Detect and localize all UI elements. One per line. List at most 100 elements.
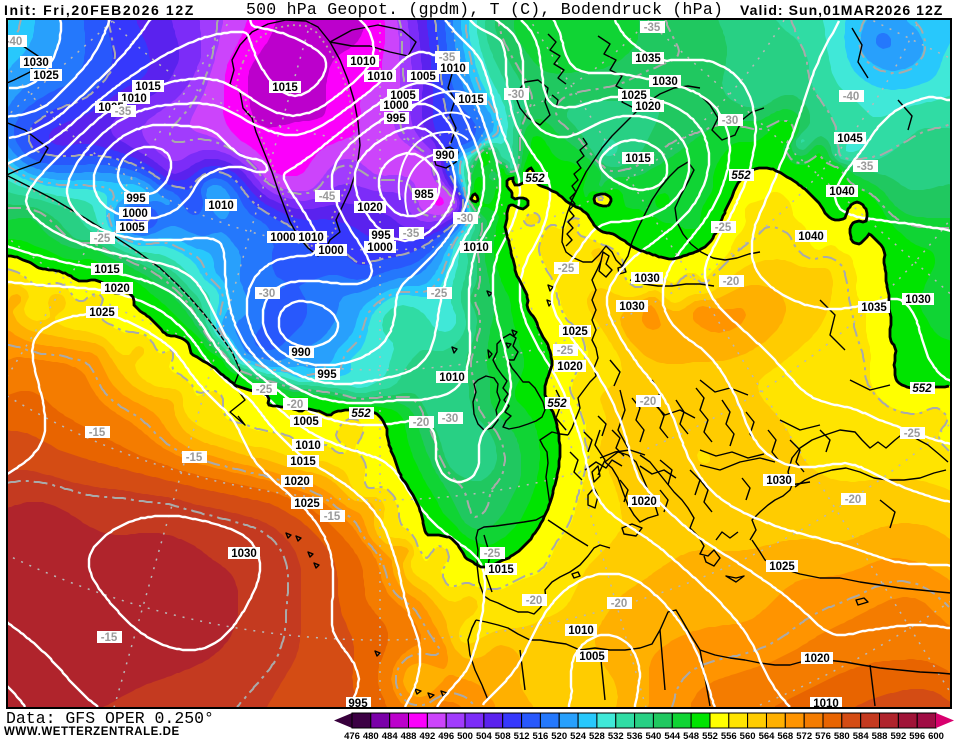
svg-text:-30: -30 (457, 213, 474, 225)
svg-text:-30: -30 (508, 89, 525, 101)
svg-text:1015: 1015 (625, 153, 651, 165)
svg-text:1030: 1030 (905, 294, 931, 306)
svg-text:-20: -20 (723, 276, 740, 288)
svg-text:1025: 1025 (294, 498, 320, 510)
svg-text:1035: 1035 (635, 53, 661, 65)
svg-text:-40: -40 (6, 36, 23, 48)
svg-text:985: 985 (414, 189, 434, 201)
svg-text:-15: -15 (186, 452, 203, 464)
svg-text:504: 504 (476, 731, 493, 741)
svg-text:995: 995 (348, 698, 368, 710)
svg-text:552: 552 (525, 173, 545, 185)
svg-text:-35: -35 (403, 228, 420, 240)
svg-text:995: 995 (126, 193, 146, 205)
svg-text:1005: 1005 (293, 416, 319, 428)
svg-text:516: 516 (532, 731, 548, 741)
svg-text:1010: 1010 (121, 93, 147, 105)
svg-text:1010: 1010 (813, 698, 839, 710)
svg-text:572: 572 (796, 731, 812, 741)
svg-text:-25: -25 (904, 428, 921, 440)
svg-text:520: 520 (551, 731, 567, 741)
svg-text:-15: -15 (101, 632, 118, 644)
svg-text:-25: -25 (431, 288, 448, 300)
svg-text:-30: -30 (442, 413, 459, 425)
svg-text:-25: -25 (715, 222, 732, 234)
svg-text:-20: -20 (640, 396, 657, 408)
svg-text:564: 564 (759, 731, 776, 741)
svg-text:1025: 1025 (562, 326, 588, 338)
svg-text:1000: 1000 (383, 100, 409, 112)
svg-text:-20: -20 (413, 417, 430, 429)
svg-text:1020: 1020 (104, 283, 130, 295)
svg-text:1010: 1010 (463, 242, 489, 254)
svg-text:552: 552 (731, 170, 751, 182)
svg-text:600: 600 (928, 731, 944, 741)
svg-text:1025: 1025 (89, 307, 115, 319)
svg-text:995: 995 (317, 369, 337, 381)
svg-text:1020: 1020 (804, 653, 830, 665)
svg-text:-35: -35 (644, 22, 661, 34)
svg-text:1025: 1025 (621, 90, 647, 102)
svg-text:-15: -15 (324, 511, 341, 523)
svg-text:1010: 1010 (208, 200, 234, 212)
svg-text:1015: 1015 (94, 264, 120, 276)
svg-text:1005: 1005 (119, 222, 145, 234)
svg-text:524: 524 (570, 731, 587, 741)
svg-text:-25: -25 (484, 548, 501, 560)
svg-text:500: 500 (457, 731, 473, 741)
svg-text:536: 536 (627, 731, 643, 741)
svg-text:1020: 1020 (357, 202, 383, 214)
svg-text:-25: -25 (558, 263, 575, 275)
svg-text:1005: 1005 (410, 71, 436, 83)
svg-text:1010: 1010 (439, 372, 465, 384)
svg-text:-45: -45 (319, 191, 336, 203)
svg-text:556: 556 (721, 731, 737, 741)
svg-text:476: 476 (344, 731, 360, 741)
svg-text:484: 484 (382, 731, 399, 741)
svg-text:528: 528 (589, 731, 605, 741)
svg-text:596: 596 (909, 731, 925, 741)
svg-text:1010: 1010 (440, 63, 466, 75)
svg-text:1015: 1015 (488, 564, 514, 576)
svg-text:1030: 1030 (652, 76, 678, 88)
svg-text:-25: -25 (256, 384, 273, 396)
svg-text:1020: 1020 (631, 496, 657, 508)
svg-text:1000: 1000 (122, 208, 148, 220)
svg-text:1010: 1010 (295, 440, 321, 452)
svg-text:580: 580 (834, 731, 850, 741)
svg-text:-20: -20 (845, 494, 862, 506)
svg-text:-15: -15 (89, 427, 106, 439)
svg-text:552: 552 (912, 383, 932, 395)
svg-text:1000: 1000 (270, 232, 296, 244)
svg-text:1020: 1020 (635, 101, 661, 113)
svg-text:508: 508 (495, 731, 511, 741)
svg-text:1020: 1020 (284, 476, 310, 488)
svg-text:1015: 1015 (272, 82, 298, 94)
svg-text:1015: 1015 (290, 456, 316, 468)
svg-text:512: 512 (514, 731, 530, 741)
svg-text:496: 496 (438, 731, 454, 741)
svg-text:532: 532 (608, 731, 624, 741)
svg-text:990: 990 (435, 150, 454, 162)
svg-text:540: 540 (645, 731, 661, 741)
svg-text:-35: -35 (857, 161, 874, 173)
svg-text:1010: 1010 (568, 625, 594, 637)
svg-text:588: 588 (872, 731, 888, 741)
svg-text:1000: 1000 (367, 242, 393, 254)
svg-text:1010: 1010 (367, 71, 393, 83)
svg-text:552: 552 (351, 408, 371, 420)
svg-text:-25: -25 (557, 345, 574, 357)
svg-text:1040: 1040 (829, 186, 855, 198)
svg-text:990: 990 (291, 347, 310, 359)
svg-text:1025: 1025 (769, 561, 795, 573)
svg-text:552: 552 (702, 731, 718, 741)
svg-text:1030: 1030 (23, 57, 49, 69)
svg-text:1010: 1010 (298, 232, 324, 244)
svg-text:1045: 1045 (837, 133, 863, 145)
svg-text:592: 592 (890, 731, 906, 741)
svg-text:1015: 1015 (135, 81, 161, 93)
svg-text:-30: -30 (259, 288, 276, 300)
svg-text:1000: 1000 (318, 245, 344, 257)
svg-text:995: 995 (371, 230, 391, 242)
svg-text:488: 488 (401, 731, 417, 741)
